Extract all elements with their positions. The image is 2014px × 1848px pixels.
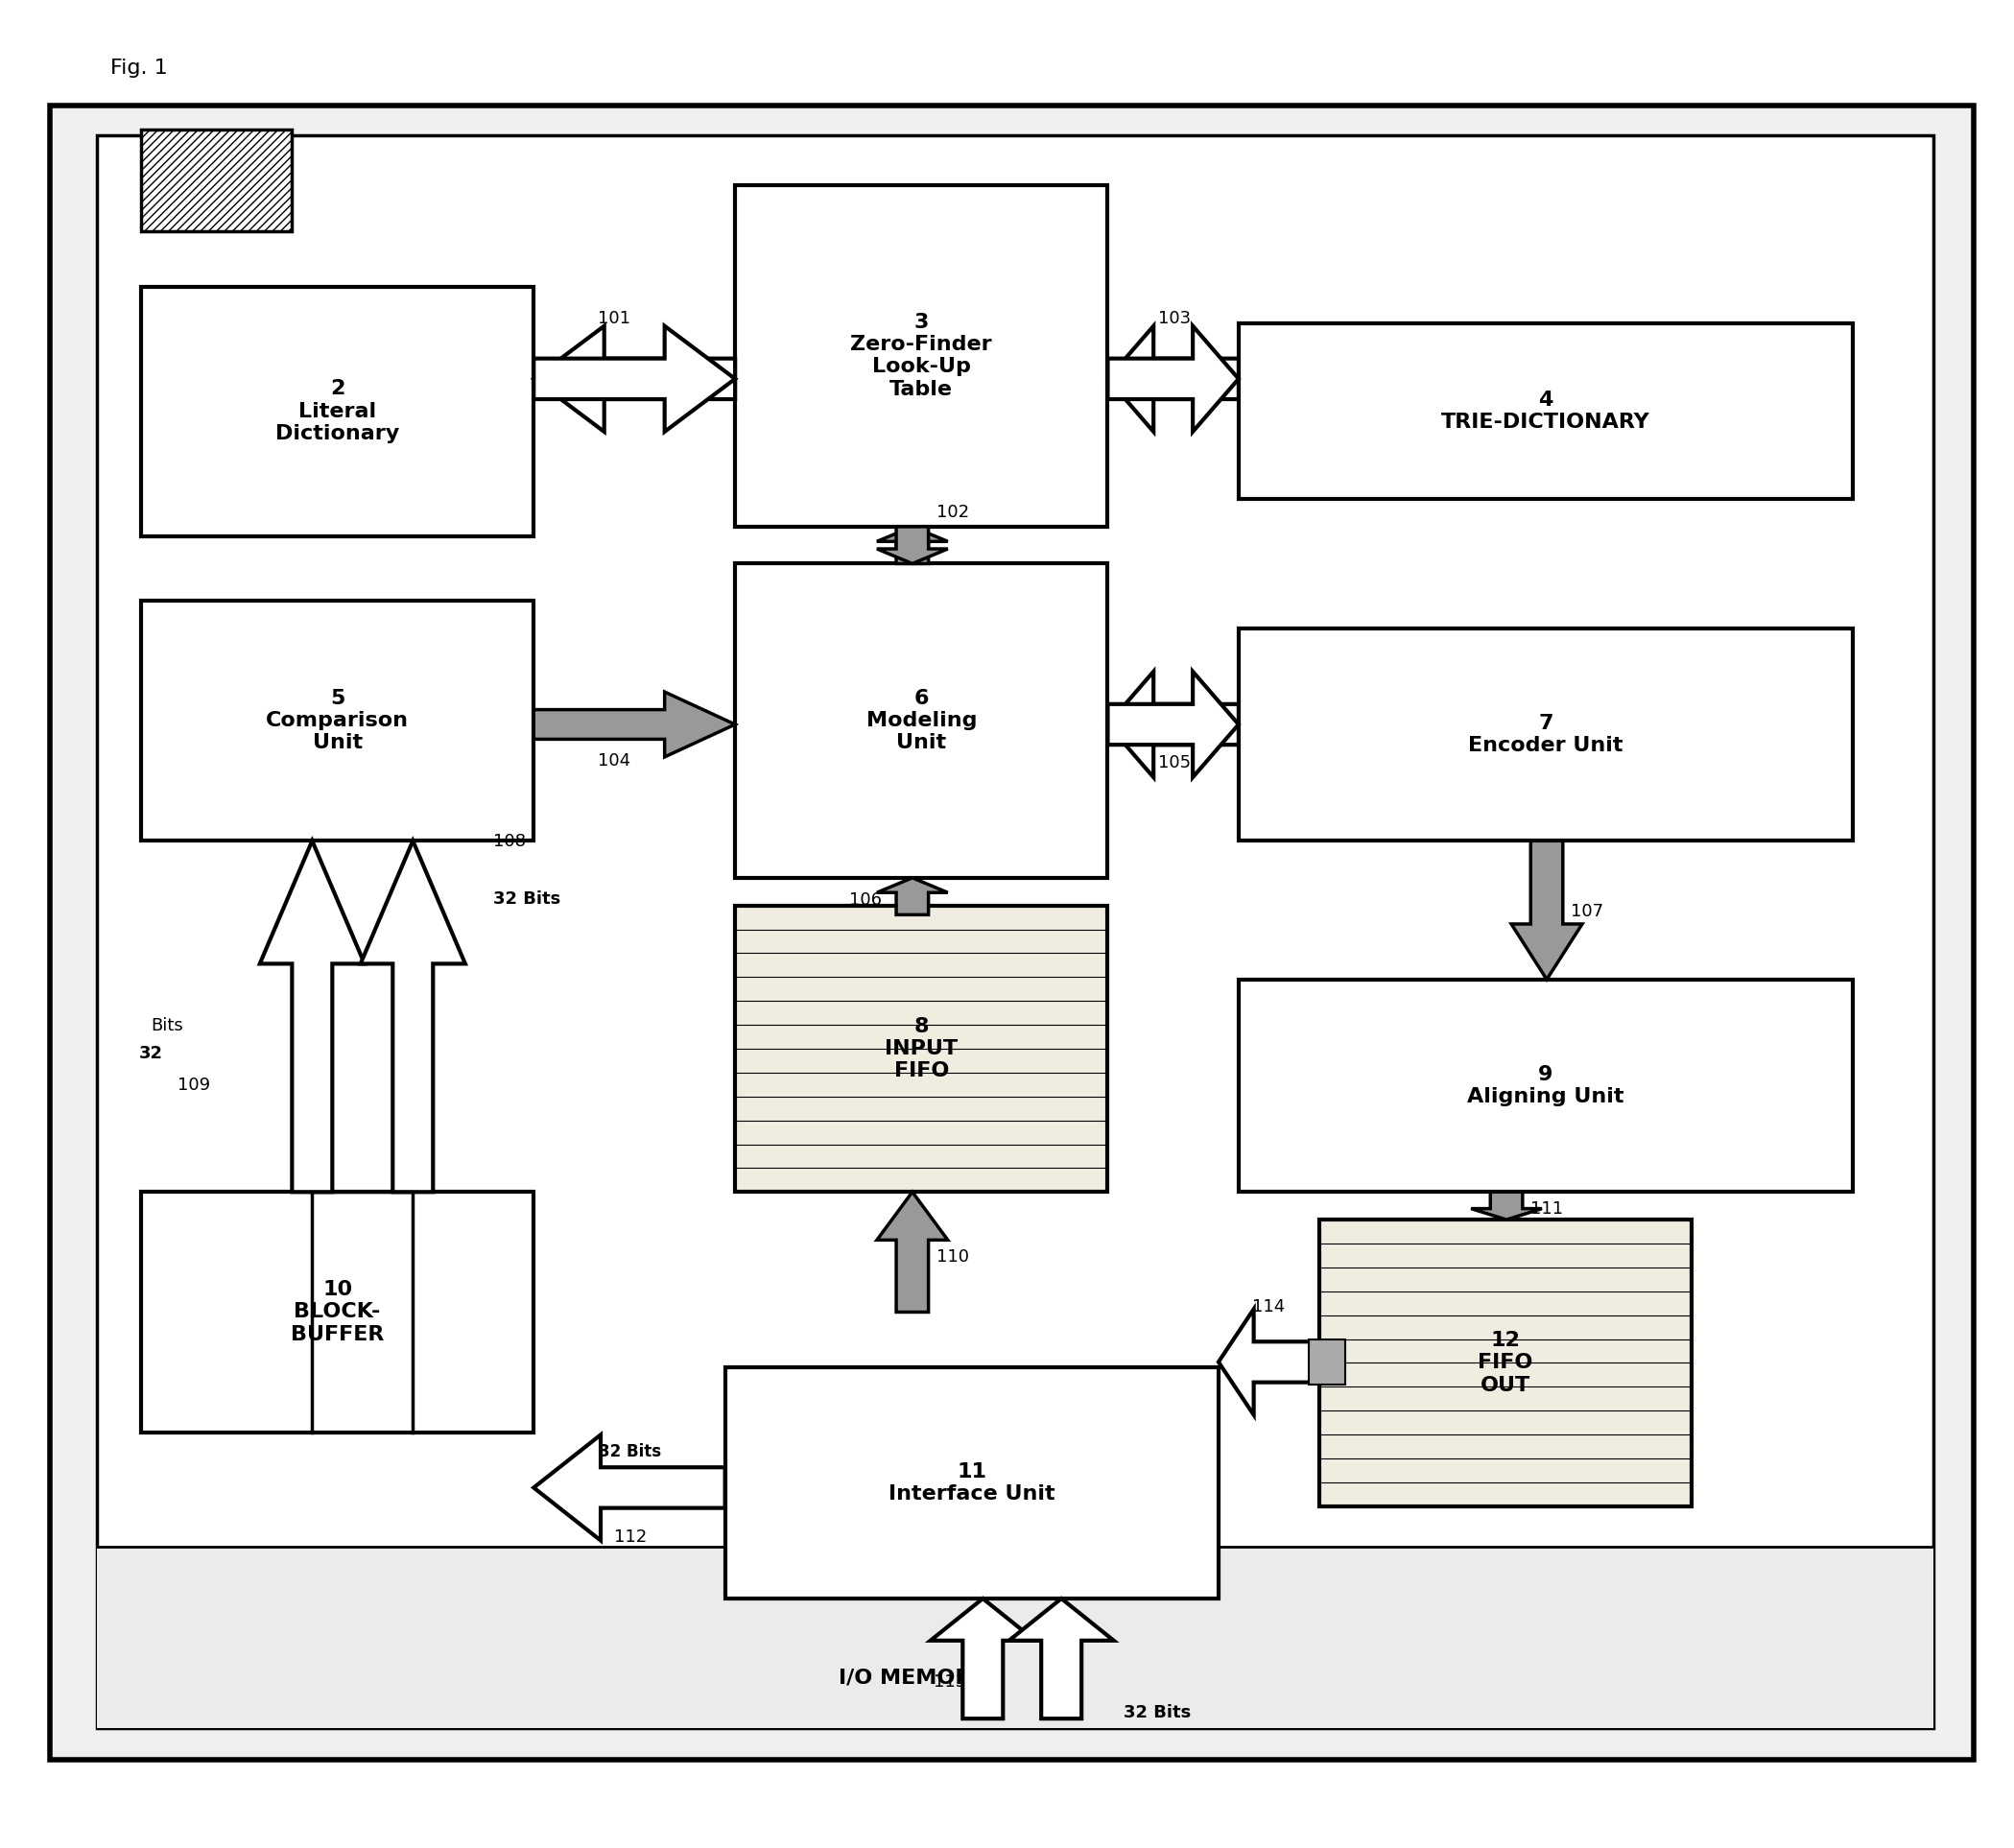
Text: 8
INPUT
FIFO: 8 INPUT FIFO bbox=[884, 1016, 959, 1081]
Text: 109: 109 bbox=[177, 1076, 209, 1094]
Text: 32: 32 bbox=[139, 1044, 163, 1063]
Text: 7
Encoder Unit: 7 Encoder Unit bbox=[1468, 713, 1623, 756]
Bar bbox=[735, 564, 1108, 878]
Text: 2
Literal
Dictionary: 2 Literal Dictionary bbox=[276, 379, 399, 444]
Text: Bits: Bits bbox=[151, 1016, 183, 1035]
FancyArrow shape bbox=[361, 841, 465, 1192]
FancyArrow shape bbox=[1108, 671, 1239, 778]
FancyArrow shape bbox=[1009, 1599, 1114, 1719]
FancyArrow shape bbox=[1108, 325, 1239, 432]
Text: 32 Bits: 32 Bits bbox=[493, 891, 560, 907]
FancyArrow shape bbox=[534, 691, 735, 758]
Text: 108: 108 bbox=[493, 833, 526, 850]
Text: 9
Aligning Unit: 9 Aligning Unit bbox=[1468, 1064, 1623, 1107]
Bar bbox=[141, 601, 534, 841]
Bar bbox=[735, 906, 1108, 1192]
FancyArrow shape bbox=[876, 1192, 949, 1312]
FancyArrow shape bbox=[1108, 325, 1239, 432]
Text: 114: 114 bbox=[1253, 1299, 1285, 1316]
Text: 10
BLOCK-
BUFFER: 10 BLOCK- BUFFER bbox=[290, 1281, 385, 1343]
Text: 12
FIFO
OUT: 12 FIFO OUT bbox=[1478, 1331, 1533, 1395]
Text: 32 Bits: 32 Bits bbox=[1124, 1704, 1190, 1722]
Text: 11
Interface Unit: 11 Interface Unit bbox=[888, 1462, 1055, 1504]
Text: I/O MEMORY: I/O MEMORY bbox=[838, 1669, 987, 1687]
FancyArrow shape bbox=[534, 325, 735, 432]
FancyArrow shape bbox=[1218, 1308, 1319, 1416]
Text: 112: 112 bbox=[614, 1528, 646, 1545]
Bar bbox=[141, 286, 534, 536]
Text: 107: 107 bbox=[1571, 902, 1603, 920]
Bar bbox=[1239, 628, 1853, 841]
Text: 103: 103 bbox=[1158, 310, 1190, 327]
Text: 104: 104 bbox=[598, 752, 630, 769]
Text: Fig. 1: Fig. 1 bbox=[111, 59, 167, 78]
FancyArrow shape bbox=[876, 878, 949, 915]
FancyArrow shape bbox=[1470, 1192, 1543, 1220]
FancyArrow shape bbox=[1108, 671, 1239, 778]
Text: 102: 102 bbox=[937, 505, 969, 521]
Text: 101: 101 bbox=[598, 310, 630, 327]
FancyArrow shape bbox=[260, 841, 365, 1192]
Text: 111: 111 bbox=[1531, 1199, 1563, 1218]
Bar bbox=[1239, 979, 1853, 1192]
Bar bbox=[97, 135, 1933, 1728]
Text: 32 Bits: 32 Bits bbox=[598, 1443, 663, 1460]
Bar bbox=[725, 1368, 1218, 1599]
FancyArrow shape bbox=[876, 527, 949, 564]
Text: 4
TRIE-DICTIONARY: 4 TRIE-DICTIONARY bbox=[1442, 390, 1649, 432]
FancyArrow shape bbox=[876, 527, 949, 564]
FancyArrow shape bbox=[534, 1434, 725, 1541]
Bar bbox=[97, 1547, 1933, 1728]
Bar bbox=[141, 129, 292, 231]
Text: 5
Comparison
Unit: 5 Comparison Unit bbox=[266, 689, 409, 752]
Text: 105: 105 bbox=[1158, 754, 1190, 771]
Bar bbox=[1309, 1340, 1345, 1384]
Bar bbox=[141, 1192, 534, 1432]
Bar bbox=[1319, 1220, 1692, 1506]
Bar bbox=[50, 105, 1974, 1759]
FancyArrow shape bbox=[1510, 841, 1583, 979]
FancyArrow shape bbox=[930, 1599, 1035, 1719]
Text: 6
Modeling
Unit: 6 Modeling Unit bbox=[866, 689, 977, 752]
Text: 3
Zero-Finder
Look-Up
Table: 3 Zero-Finder Look-Up Table bbox=[850, 312, 993, 399]
Text: 106: 106 bbox=[850, 891, 882, 909]
Text: 113: 113 bbox=[934, 1672, 967, 1691]
Text: 110: 110 bbox=[937, 1247, 969, 1266]
Bar bbox=[1239, 323, 1853, 499]
FancyArrow shape bbox=[534, 325, 735, 432]
Bar bbox=[735, 185, 1108, 527]
